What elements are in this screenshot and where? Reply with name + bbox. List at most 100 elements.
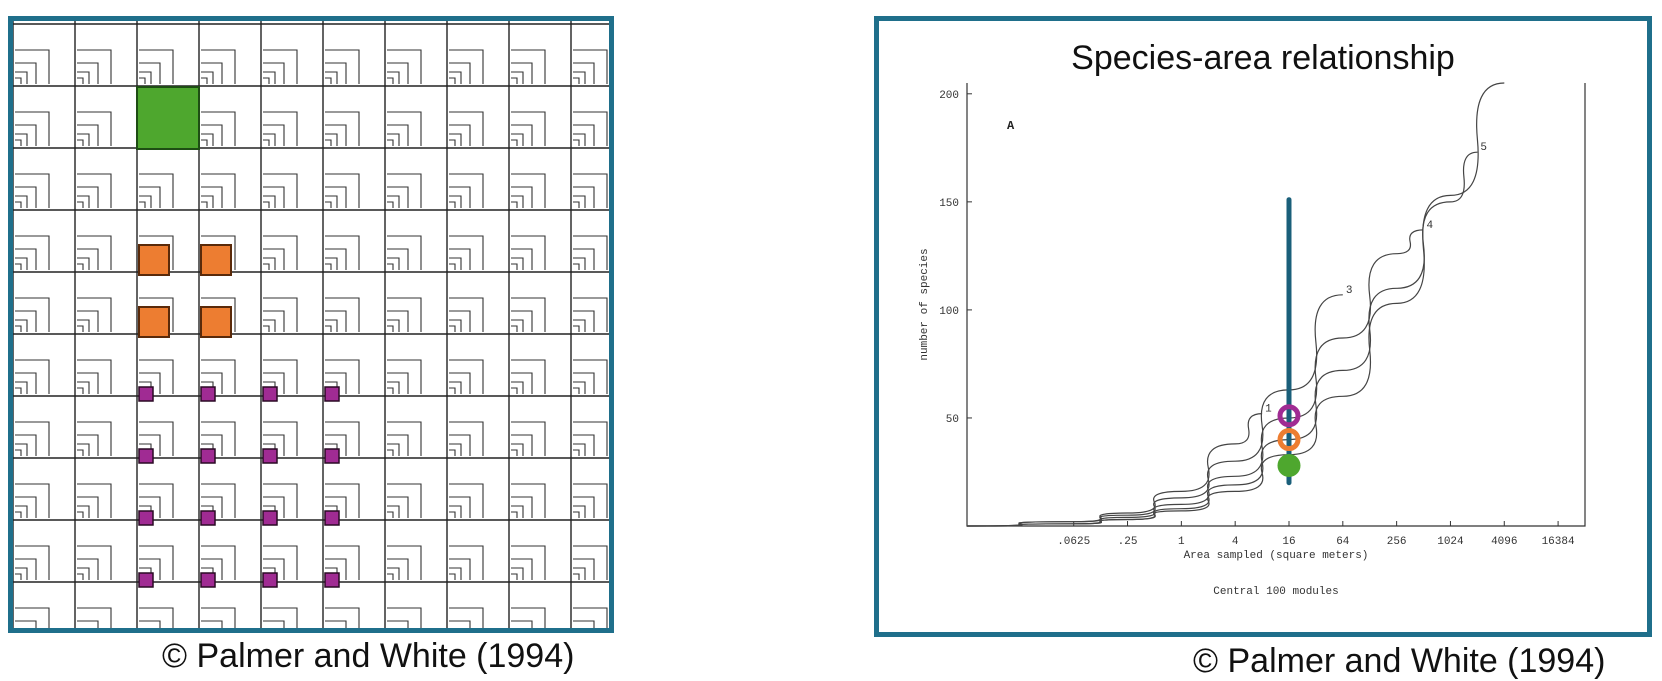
nested-square (449, 421, 484, 456)
nested-square (573, 421, 608, 456)
nested-square (449, 545, 484, 580)
nested-square (511, 257, 524, 270)
nested-square (511, 434, 533, 456)
nested-square (263, 545, 298, 580)
small-sample (324, 448, 340, 464)
nested-square (15, 139, 22, 146)
nested-square (77, 443, 90, 456)
x-tick-label: 4 (1232, 536, 1239, 548)
panel-letter: A (1007, 119, 1015, 133)
nested-square (15, 434, 37, 456)
series-label: 1 (1265, 404, 1272, 416)
nested-square (449, 387, 456, 394)
nested-square (325, 310, 347, 332)
x-tick-label: 16384 (1542, 536, 1575, 548)
nested-square (77, 325, 84, 332)
small-sample (324, 510, 340, 526)
small-sample (262, 386, 278, 402)
right-credit: © Palmer and White (1994) (1193, 642, 1606, 680)
nested-square (573, 434, 595, 456)
nested-square (77, 173, 112, 208)
nested-square (449, 325, 456, 332)
nested-square (263, 235, 298, 270)
nested-square (573, 111, 608, 146)
series-line-5 (966, 151, 1478, 527)
nested-square (449, 620, 471, 628)
nested-square (139, 297, 174, 332)
nested-square (15, 387, 22, 394)
nested-square (263, 372, 285, 394)
small-sample (324, 386, 340, 402)
nested-square (449, 297, 484, 332)
nested-square (325, 421, 360, 456)
nested-square (449, 248, 471, 270)
nested-square (201, 111, 236, 146)
small-sample (200, 572, 216, 588)
nested-square (15, 257, 28, 270)
nested-square (573, 449, 580, 456)
chart-footer: Central 100 modules (1213, 586, 1338, 598)
nested-square (449, 263, 456, 270)
nested-square (201, 195, 214, 208)
nested-square (387, 325, 394, 332)
nested-square (449, 359, 484, 394)
nested-square (15, 607, 50, 628)
nested-square (201, 545, 236, 580)
nested-square (573, 607, 608, 628)
nested-square (77, 235, 112, 270)
nested-square (511, 235, 546, 270)
nested-square (387, 297, 422, 332)
nested-square (77, 77, 84, 84)
nested-square (511, 372, 533, 394)
nested-square (387, 49, 422, 84)
nested-square (77, 558, 99, 580)
nested-square (263, 496, 285, 518)
highlight-circle (1277, 453, 1301, 477)
grid-lines (13, 21, 609, 628)
medium-sample (138, 244, 170, 276)
nested-square (201, 173, 236, 208)
nested-square (387, 620, 409, 628)
nested-square (77, 434, 99, 456)
small-sample (138, 510, 154, 526)
nested-square (573, 483, 608, 518)
nested-square (77, 319, 90, 332)
nested-square (139, 607, 174, 628)
sampling-grid-panel (8, 16, 614, 633)
nested-square (15, 62, 37, 84)
nested-square (449, 71, 462, 84)
nested-square (77, 449, 84, 456)
y-tick-label: 200 (939, 90, 959, 102)
x-tick-label: 64 (1336, 536, 1350, 548)
nested-square (15, 111, 50, 146)
nested-square (263, 257, 276, 270)
nested-square (511, 124, 533, 146)
nested-square (15, 263, 22, 270)
nested-square (387, 235, 422, 270)
y-axis-label: number of species (919, 248, 931, 360)
nested-square (139, 620, 161, 628)
nested-subplots (15, 49, 608, 628)
nested-square (263, 359, 298, 394)
nested-square (15, 77, 22, 84)
nested-square (139, 62, 161, 84)
nested-square (15, 325, 22, 332)
nested-square (511, 558, 533, 580)
nested-square (15, 124, 37, 146)
small-sample (324, 572, 340, 588)
nested-square (15, 496, 37, 518)
nested-square (511, 310, 533, 332)
nested-square (263, 133, 276, 146)
nested-square (263, 173, 298, 208)
nested-square (15, 505, 28, 518)
nested-square (325, 235, 360, 270)
medium-sample (200, 306, 232, 338)
nested-square (15, 573, 22, 580)
nested-square (15, 310, 37, 332)
nested-square (139, 195, 152, 208)
nested-square (511, 387, 518, 394)
nested-square (387, 77, 394, 84)
nested-square (325, 49, 360, 84)
small-sample (138, 572, 154, 588)
nested-square (449, 607, 484, 628)
